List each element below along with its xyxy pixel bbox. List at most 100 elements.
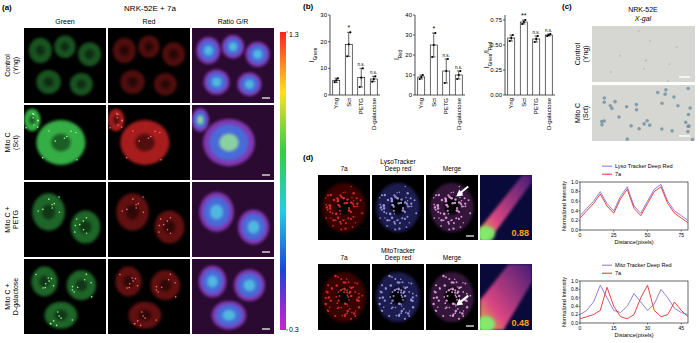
label-line: MitoTracker	[381, 247, 416, 254]
puncta	[459, 312, 461, 314]
nucleus	[445, 198, 460, 215]
puncta	[338, 295, 340, 297]
legend-swatch	[602, 273, 612, 274]
tick	[328, 95, 330, 96]
puncta	[345, 303, 347, 305]
puncta	[393, 210, 395, 212]
puncta	[396, 288, 398, 290]
micrograph-content	[322, 183, 366, 232]
stained-cell	[626, 137, 630, 141]
puncta	[455, 217, 457, 219]
cell-core	[253, 49, 262, 59]
puncta	[441, 199, 443, 201]
label-line: 7a	[340, 165, 348, 172]
plot-area	[580, 184, 688, 222]
puncta	[435, 310, 436, 311]
puncta	[390, 197, 392, 199]
micrograph-content	[29, 36, 101, 96]
puncta	[57, 311, 59, 313]
puncta	[330, 300, 332, 302]
label-line: Mito C +	[4, 206, 11, 232]
puncta	[340, 213, 341, 214]
scale-bar	[466, 235, 474, 236]
panel-letter: (b)	[303, 2, 314, 11]
puncta	[352, 216, 354, 218]
cell-core	[248, 220, 260, 233]
stained-cell	[660, 101, 664, 105]
puncta	[464, 283, 466, 285]
puncta	[391, 308, 392, 309]
puncta	[435, 310, 437, 312]
puncta	[379, 291, 380, 292]
puncta	[355, 310, 357, 312]
puncta	[354, 291, 356, 293]
stained-cell	[649, 40, 651, 42]
stained-cell	[635, 103, 639, 107]
puncta	[327, 310, 328, 311]
tick-label: 0	[324, 92, 328, 98]
point	[447, 58, 449, 60]
cell	[36, 120, 85, 165]
cell-core	[207, 276, 217, 288]
puncta	[150, 136, 152, 138]
nucleus	[113, 116, 120, 125]
puncta	[170, 217, 172, 219]
label-line: (Sct)	[582, 106, 590, 121]
puncta	[445, 217, 448, 220]
tick	[579, 201, 581, 202]
puncta	[73, 291, 75, 293]
puncta	[450, 288, 452, 290]
tick-label: 20	[320, 39, 327, 45]
point	[362, 67, 364, 69]
puncta	[396, 219, 398, 221]
tick	[579, 182, 581, 183]
cell	[31, 267, 57, 297]
cell	[246, 42, 270, 67]
panel-title: NRK-52E + 7a	[124, 4, 176, 13]
puncta	[433, 217, 435, 219]
tick-label: 0.2	[571, 311, 578, 317]
puncta	[437, 211, 439, 213]
puncta	[399, 303, 401, 305]
puncta	[395, 307, 396, 308]
puncta	[399, 222, 401, 224]
scatter-density	[480, 226, 495, 240]
tick	[579, 289, 581, 290]
puncta	[170, 232, 172, 234]
cell	[203, 119, 255, 166]
puncta	[461, 312, 464, 315]
puncta	[51, 278, 53, 280]
puncta	[410, 283, 412, 285]
puncta	[331, 288, 333, 290]
tick-label: 0	[579, 325, 582, 331]
puncta	[389, 219, 391, 221]
puncta	[378, 303, 381, 306]
tick-label: 75	[678, 232, 684, 238]
puncta	[390, 302, 392, 304]
tick-label: 0.25	[490, 67, 502, 73]
puncta	[144, 317, 146, 319]
tick-label: 0.0	[571, 227, 578, 233]
puncta	[337, 299, 339, 301]
puncta	[348, 207, 350, 209]
puncta	[331, 287, 333, 289]
point	[422, 74, 424, 76]
puncta	[141, 311, 143, 313]
puncta	[353, 200, 355, 202]
tick	[413, 95, 415, 96]
puncta	[408, 315, 410, 317]
error-cap	[534, 36, 538, 37]
tick	[503, 20, 505, 21]
tick-label: 0	[409, 92, 413, 98]
puncta	[402, 207, 404, 209]
error-bar	[336, 78, 337, 82]
row-label: Mito C(Sct)	[4, 132, 20, 152]
puncta	[459, 287, 461, 289]
puncta	[347, 217, 349, 219]
cell	[71, 211, 101, 244]
error-cap	[457, 79, 461, 80]
puncta	[391, 276, 393, 278]
puncta	[411, 300, 413, 302]
puncta	[455, 310, 458, 313]
point	[534, 41, 536, 43]
